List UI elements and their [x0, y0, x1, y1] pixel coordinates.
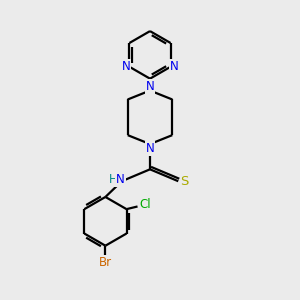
Text: N: N [146, 142, 154, 155]
Text: N: N [146, 80, 154, 93]
Text: N: N [170, 60, 178, 73]
Text: S: S [181, 175, 189, 188]
Text: Br: Br [99, 256, 112, 269]
Text: Cl: Cl [140, 198, 151, 211]
Text: H: H [109, 173, 118, 186]
Text: N: N [122, 60, 130, 73]
Text: N: N [116, 173, 125, 186]
